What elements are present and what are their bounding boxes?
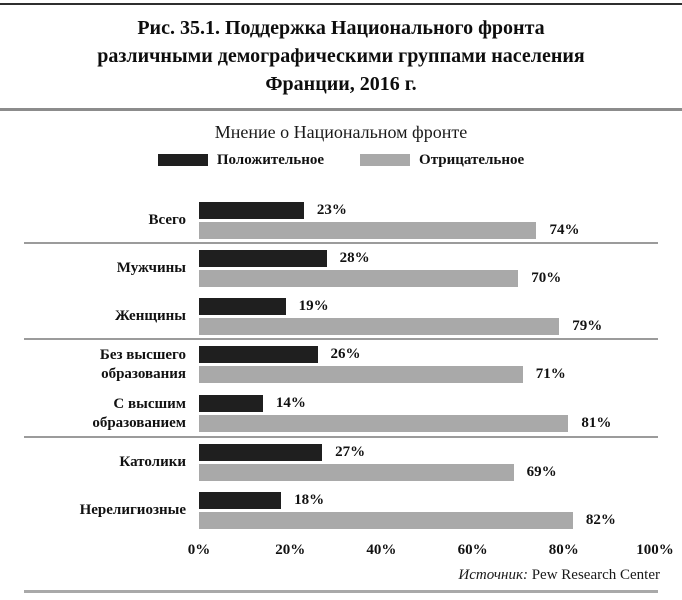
legend-item-negative: Отрицательное <box>360 152 524 169</box>
chart-row: Без высшего образования 26% 71% <box>0 346 682 384</box>
category-label: Нерелигиозные <box>79 502 186 518</box>
bar-negative <box>199 270 519 287</box>
figure-title-line: различными демографическими группами нас… <box>97 45 585 67</box>
x-axis-tick: 40% <box>366 542 397 558</box>
category-label: Всего <box>148 212 186 228</box>
bar-negative <box>199 512 573 529</box>
figure-title: Рис. 35.1. Поддержка Национального фронт… <box>0 14 682 98</box>
bar-value-label: 74% <box>549 222 580 238</box>
bar-negative <box>199 415 569 432</box>
chart-row: Нерелигиозные 18% 82% <box>0 492 682 529</box>
bar-chart: Всего 23% 74% Мужчины 28% 70% Женщины 19% 79% Без… <box>0 202 682 529</box>
chart-row: Женщины 19% 79% <box>0 298 682 335</box>
bar-value-label: 27% <box>335 444 366 460</box>
bar-value-label: 71% <box>535 366 566 382</box>
bar-positive <box>199 346 318 363</box>
bar-positive <box>199 395 263 412</box>
legend-swatch-negative <box>360 154 411 166</box>
bar-value-label: 70% <box>531 270 562 286</box>
x-axis-tick: 0% <box>187 542 211 558</box>
bar-negative <box>199 222 537 239</box>
bar-negative <box>199 464 514 481</box>
legend-item-positive: Положительное <box>157 151 325 169</box>
bar-positive <box>199 298 286 315</box>
bar-value-label: 23% <box>316 202 347 218</box>
chart-row: Всего 23% 74% <box>0 202 682 239</box>
group-separator <box>24 242 658 244</box>
bar-positive <box>199 444 323 461</box>
x-axis-tick: 60% <box>457 542 488 558</box>
bar-value-label: 28% <box>339 250 370 266</box>
bar-negative <box>199 366 523 383</box>
bar-negative <box>199 318 560 335</box>
x-axis-tick: 80% <box>548 542 579 558</box>
group-separator <box>24 436 658 438</box>
category-label: С высшим образованием <box>92 396 186 431</box>
figure-title-line: Франции, 2016 г. <box>265 73 417 95</box>
chart-row: Католики 27% 69% <box>0 444 682 481</box>
category-label: Мужчины <box>116 260 186 276</box>
bar-value-label: 69% <box>526 464 557 480</box>
title-divider-rule <box>0 108 682 111</box>
source-value: Pew Research Center <box>531 567 660 583</box>
x-axis: 0% 20% 40% 60% 80% 100% <box>0 542 682 560</box>
legend-label-positive: Положительное <box>216 151 325 168</box>
group-separator <box>24 338 658 340</box>
top-rule <box>0 3 682 5</box>
bar-value-label: 26% <box>330 346 361 362</box>
chart-title: Мнение о Национальном фронте <box>214 122 468 142</box>
category-label: Женщины <box>114 308 186 324</box>
x-axis-tick: 20% <box>275 542 306 558</box>
bar-positive <box>199 250 327 267</box>
figure-title-line: Рис. 35.1. Поддержка Национального фронт… <box>137 17 545 39</box>
source-label: Источник: <box>458 567 528 583</box>
chart-row: Мужчины 28% 70% <box>0 250 682 287</box>
bar-positive <box>199 202 304 219</box>
source-note: Источник: Pew Research Center <box>0 567 682 584</box>
bar-value-label: 79% <box>572 318 603 334</box>
legend-swatch-positive <box>157 154 208 166</box>
bar-value-label: 19% <box>298 298 329 314</box>
bar-value-label: 81% <box>581 415 612 431</box>
x-axis-tick: 100% <box>636 542 674 558</box>
bottom-rule <box>24 590 658 593</box>
bar-positive <box>199 492 282 509</box>
bar-value-label: 18% <box>294 492 325 508</box>
chart-row: С высшим образованием 14% 81% <box>0 395 682 433</box>
legend: Положительное Отрицательное <box>0 152 682 168</box>
category-label: Без высшего образования <box>99 347 186 382</box>
bar-value-label: 82% <box>585 512 616 528</box>
category-label: Католики <box>119 454 186 470</box>
legend-label-negative: Отрицательное <box>419 151 525 168</box>
bar-value-label: 14% <box>275 395 306 411</box>
